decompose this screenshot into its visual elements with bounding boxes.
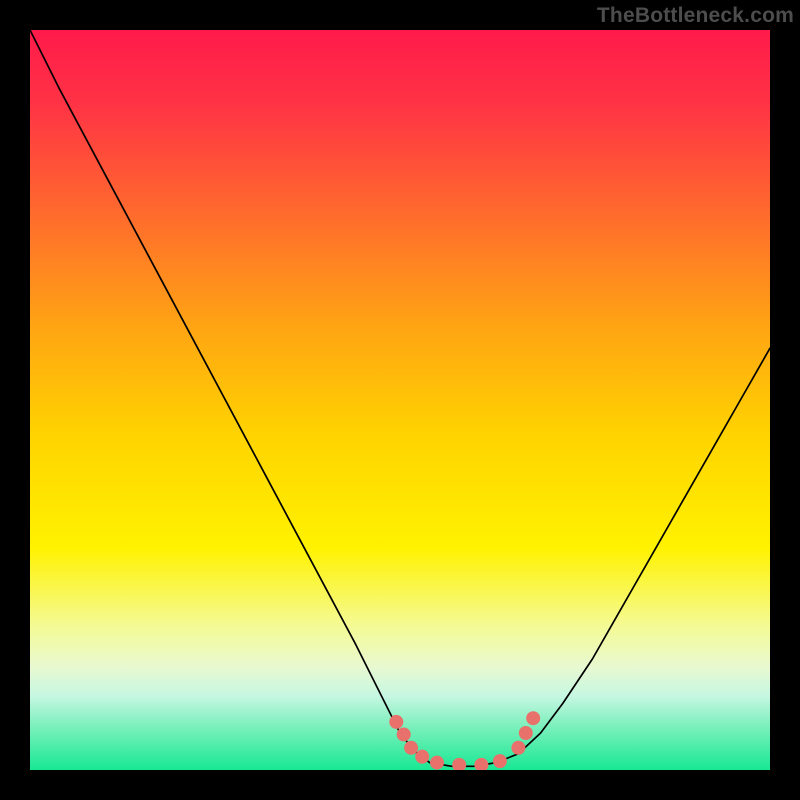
marker-point (527, 712, 540, 725)
marker-point (493, 755, 506, 768)
marker-point (512, 741, 525, 754)
marker-point (431, 756, 444, 769)
marker-point (475, 758, 488, 770)
watermark-text: TheBottleneck.com (597, 4, 794, 28)
chart-frame: TheBottleneck.com (0, 0, 800, 800)
plot-area (30, 30, 770, 770)
marker-point (390, 715, 403, 728)
marker-point (397, 728, 410, 741)
bottleneck-curve (30, 30, 770, 766)
marker-point (405, 741, 418, 754)
marker-point (416, 750, 429, 763)
curve-layer (30, 30, 770, 770)
marker-point (519, 727, 532, 740)
marker-point (453, 758, 466, 770)
